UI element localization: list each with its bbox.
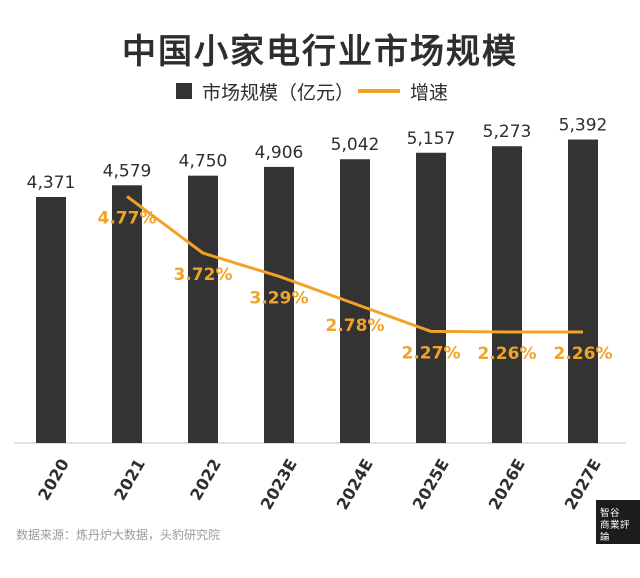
- logo-line-1: 智谷: [600, 508, 621, 519]
- bar-value-label-2025E: 5,157: [407, 129, 456, 149]
- growth-label-2026E: 2.26%: [478, 344, 537, 364]
- growth-label-2025E: 2.27%: [402, 343, 461, 363]
- growth-label-2021: 4.77%: [98, 208, 157, 228]
- bar-2022: [188, 175, 218, 444]
- x-tick-label-2023E: 2023E: [257, 456, 301, 514]
- legend-bar-swatch: [176, 83, 192, 99]
- source-note: 数据来源：炼丹炉大数据，头豹研究院: [16, 528, 221, 542]
- legend: 市场规模（亿元） 增速: [0, 76, 640, 106]
- legend-line-label: 增速: [410, 82, 449, 104]
- bar-2025E: [416, 152, 446, 443]
- bar-value-label-2020: 4,371: [27, 173, 76, 193]
- x-tick-label-2022: 2022: [186, 456, 225, 504]
- logo-line-2: 商業評論: [600, 520, 631, 543]
- bar-value-label-2026E: 5,273: [483, 122, 532, 142]
- growth-line: [126, 195, 583, 334]
- publisher-logo: 智谷 商業評論: [596, 500, 640, 544]
- bar-2020: [36, 197, 66, 443]
- bar-2026E: [492, 146, 522, 443]
- bar-2021: [112, 185, 142, 443]
- growth-label-2023E: 3.29%: [250, 288, 309, 308]
- x-tick-label-2021: 2021: [110, 456, 149, 504]
- x-tick-label-2024E: 2024E: [333, 456, 377, 514]
- bar-value-label-2027E: 5,392: [559, 116, 608, 136]
- bar-2023E: [264, 166, 294, 443]
- bar-value-label-2021: 4,579: [103, 161, 152, 181]
- legend-bar-label: 市场规模（亿元）: [202, 82, 355, 104]
- growth-label-2024E: 2.78%: [326, 316, 385, 336]
- x-tick-label-2026E: 2026E: [485, 456, 529, 514]
- x-tick-label-2020: 2020: [34, 456, 73, 504]
- chart-title: 中国小家电行业市场规模: [122, 32, 518, 72]
- bar-2027E: [568, 139, 598, 443]
- growth-label-2022: 3.72%: [174, 265, 233, 285]
- bar-value-label-2023E: 4,906: [255, 143, 304, 163]
- x-tick-label-2025E: 2025E: [409, 456, 453, 514]
- legend-line-swatch: [358, 89, 400, 93]
- growth-label-2027E: 2.26%: [554, 344, 613, 364]
- bar-value-label-2024E: 5,042: [331, 135, 380, 155]
- bar-value-label-2022: 4,750: [179, 152, 228, 172]
